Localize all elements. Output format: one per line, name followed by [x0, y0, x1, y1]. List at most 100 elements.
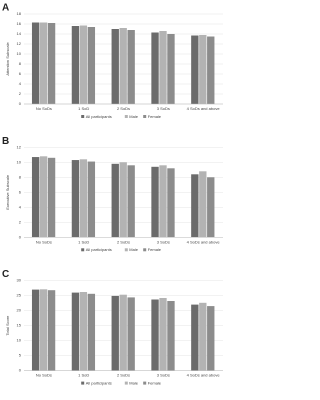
- legend-swatch: [81, 115, 85, 118]
- y-tick-label: 2: [19, 219, 22, 224]
- bar: [151, 166, 159, 238]
- x-tick-label: 4 SoDs and above: [187, 373, 221, 378]
- legend-label: Male: [129, 247, 138, 252]
- bar: [71, 26, 80, 104]
- panel-label: A: [2, 3, 9, 14]
- bar: [47, 290, 56, 371]
- y-tick-label: 12: [17, 41, 22, 46]
- panel-label: C: [2, 269, 9, 280]
- y-axis-title: Total Score: [5, 315, 10, 336]
- x-tick-label: 2 SoDs: [117, 106, 130, 111]
- y-tick-label: 25: [17, 293, 22, 298]
- bar: [87, 161, 96, 238]
- bar: [191, 174, 199, 238]
- bar: [119, 28, 127, 104]
- bar: [159, 165, 167, 238]
- y-tick-label: 14: [17, 31, 22, 36]
- legend-label: All participants: [86, 114, 112, 119]
- y-tick-label: 10: [17, 338, 22, 343]
- y-tick-label: 8: [19, 61, 22, 66]
- legend-swatch: [81, 381, 85, 385]
- legend-swatch: [124, 115, 128, 118]
- bar: [111, 29, 119, 104]
- bar: [39, 22, 48, 104]
- x-tick-label: No SoDs: [36, 106, 52, 111]
- bar: [87, 293, 96, 371]
- y-tick-label: 2: [19, 91, 22, 96]
- y-tick-label: 12: [17, 144, 22, 149]
- legend-label: All participants: [86, 247, 112, 252]
- bar: [31, 157, 40, 238]
- bar: [127, 165, 135, 238]
- bar: [39, 289, 48, 371]
- bar: [127, 30, 135, 104]
- bar: [111, 295, 119, 371]
- legend-swatch: [124, 381, 128, 385]
- legend-label: Female: [148, 380, 162, 385]
- bar: [111, 163, 119, 238]
- x-tick-label: 3 SoDs: [157, 239, 170, 244]
- legend-swatch: [143, 381, 147, 385]
- bar: [47, 23, 56, 104]
- bar: [119, 294, 127, 371]
- x-tick-label: 1 SoD: [78, 373, 89, 378]
- legend-swatch: [143, 248, 147, 252]
- x-tick-label: No SoDs: [36, 239, 52, 244]
- legend-label: Male: [129, 114, 138, 119]
- y-tick-label: 0: [19, 234, 22, 239]
- bar: [31, 289, 40, 371]
- y-tick-label: 6: [19, 189, 22, 194]
- bar: [87, 27, 96, 104]
- y-tick-label: 4: [19, 204, 22, 209]
- y-tick-label: 0: [19, 368, 22, 373]
- legend-label: Female: [148, 247, 162, 252]
- bar: [207, 177, 215, 238]
- bar: [199, 302, 207, 371]
- bar: [71, 160, 80, 238]
- y-tick-label: 15: [17, 323, 22, 328]
- bar: [159, 31, 167, 104]
- x-tick-label: No SoDs: [36, 373, 52, 378]
- y-tick-label: 5: [19, 353, 22, 358]
- legend-label: Male: [129, 380, 138, 385]
- bar: [207, 306, 215, 371]
- y-tick-label: 4: [19, 81, 22, 86]
- panel-label: B: [2, 136, 9, 147]
- y-tick-label: 30: [17, 278, 22, 283]
- bar: [159, 298, 167, 371]
- bar: [119, 162, 127, 238]
- figure: A Attention Subscale 0 2 4 6 8 10 12 14 16 18 No SoD…: [2, 3, 223, 385]
- legend-swatch: [81, 248, 85, 252]
- bar: [79, 292, 88, 371]
- legend-swatch: [143, 115, 147, 118]
- y-tick-label: 8: [19, 174, 22, 179]
- legend-swatch: [124, 248, 128, 252]
- y-tick-label: 18: [17, 11, 22, 16]
- bar: [191, 35, 199, 104]
- x-tick-label: 1 SoD: [78, 106, 89, 111]
- bar: [151, 32, 159, 104]
- y-tick-label: 6: [19, 71, 22, 76]
- x-tick-label: 2 SoDs: [117, 373, 130, 378]
- y-tick-label: 0: [19, 101, 22, 106]
- bar: [39, 156, 48, 238]
- x-tick-label: 4 SoDs and above: [187, 106, 221, 111]
- bar: [167, 301, 175, 371]
- bar: [191, 304, 199, 371]
- x-tick-label: 4 SoDs and above: [187, 239, 221, 244]
- bar: [167, 168, 175, 238]
- bar: [207, 36, 215, 104]
- bar: [199, 171, 207, 238]
- bar: [199, 35, 207, 104]
- y-axis-title: Executive Subscale: [5, 174, 10, 210]
- y-axis-title: Attention Subscale: [5, 42, 10, 76]
- y-tick-label: 10: [17, 159, 22, 164]
- bar: [127, 297, 135, 371]
- y-tick-label: 20: [17, 308, 22, 313]
- x-tick-label: 3 SoDs: [157, 373, 170, 378]
- bar: [151, 299, 159, 371]
- y-tick-label: 10: [17, 51, 22, 56]
- legend-label: Female: [148, 114, 162, 119]
- bar: [79, 159, 88, 238]
- bar: [71, 292, 80, 371]
